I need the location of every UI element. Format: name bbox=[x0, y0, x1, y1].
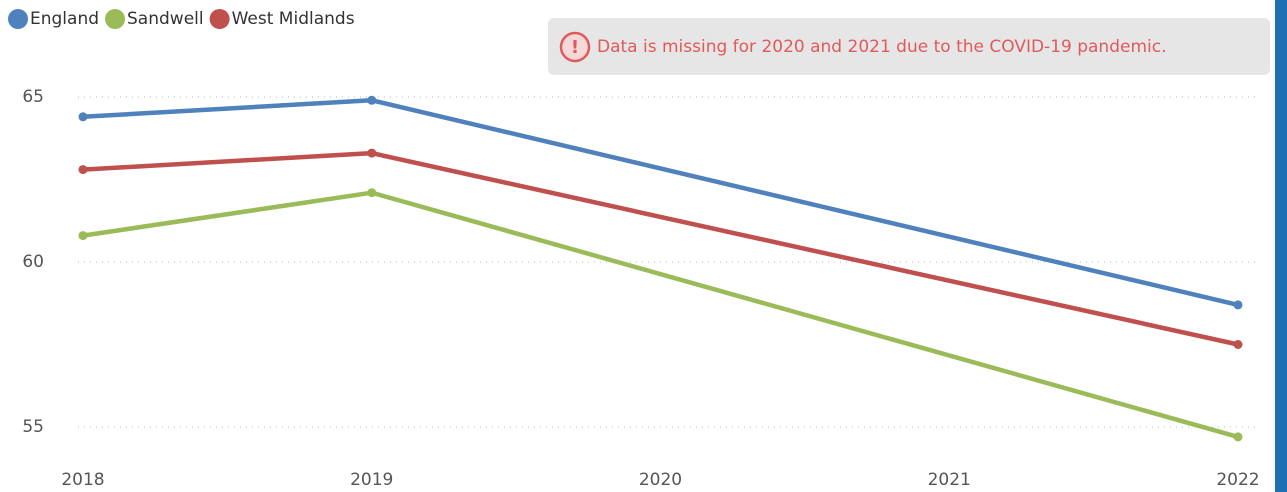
warning-mark: ! bbox=[571, 37, 579, 58]
data-point bbox=[367, 188, 377, 198]
series-line bbox=[82, 190, 1239, 440]
annotation-box bbox=[548, 18, 1270, 75]
data-point bbox=[1233, 300, 1243, 310]
x-tick-label: 2022 bbox=[1216, 470, 1259, 490]
data-point bbox=[78, 231, 88, 241]
warning-icon bbox=[559, 31, 591, 63]
x-tick-label: 2018 bbox=[61, 470, 104, 490]
legend-label: England bbox=[30, 9, 99, 29]
y-tick-label: 55 bbox=[22, 417, 44, 437]
y-tick-label: 65 bbox=[22, 87, 44, 107]
series-line bbox=[82, 150, 1239, 347]
annotation-text: Data is missing for 2020 and 2021 due to… bbox=[597, 37, 1167, 57]
data-point bbox=[367, 95, 377, 105]
side-strip bbox=[1275, 0, 1287, 492]
legend-label: West Midlands bbox=[232, 9, 355, 29]
y-tick-label: 60 bbox=[22, 252, 44, 272]
legend-swatch bbox=[8, 9, 28, 29]
legend-label: Sandwell bbox=[127, 9, 204, 29]
data-point bbox=[1233, 340, 1243, 349]
data-point bbox=[78, 112, 88, 122]
data-point bbox=[1233, 432, 1243, 442]
legend-swatch bbox=[209, 9, 230, 29]
x-tick-label: 2020 bbox=[639, 470, 682, 490]
legend-swatch bbox=[105, 9, 126, 29]
data-point bbox=[78, 165, 88, 175]
x-tick-label: 2019 bbox=[350, 470, 393, 490]
data-point bbox=[367, 148, 377, 158]
x-tick-label: 2021 bbox=[928, 470, 971, 490]
